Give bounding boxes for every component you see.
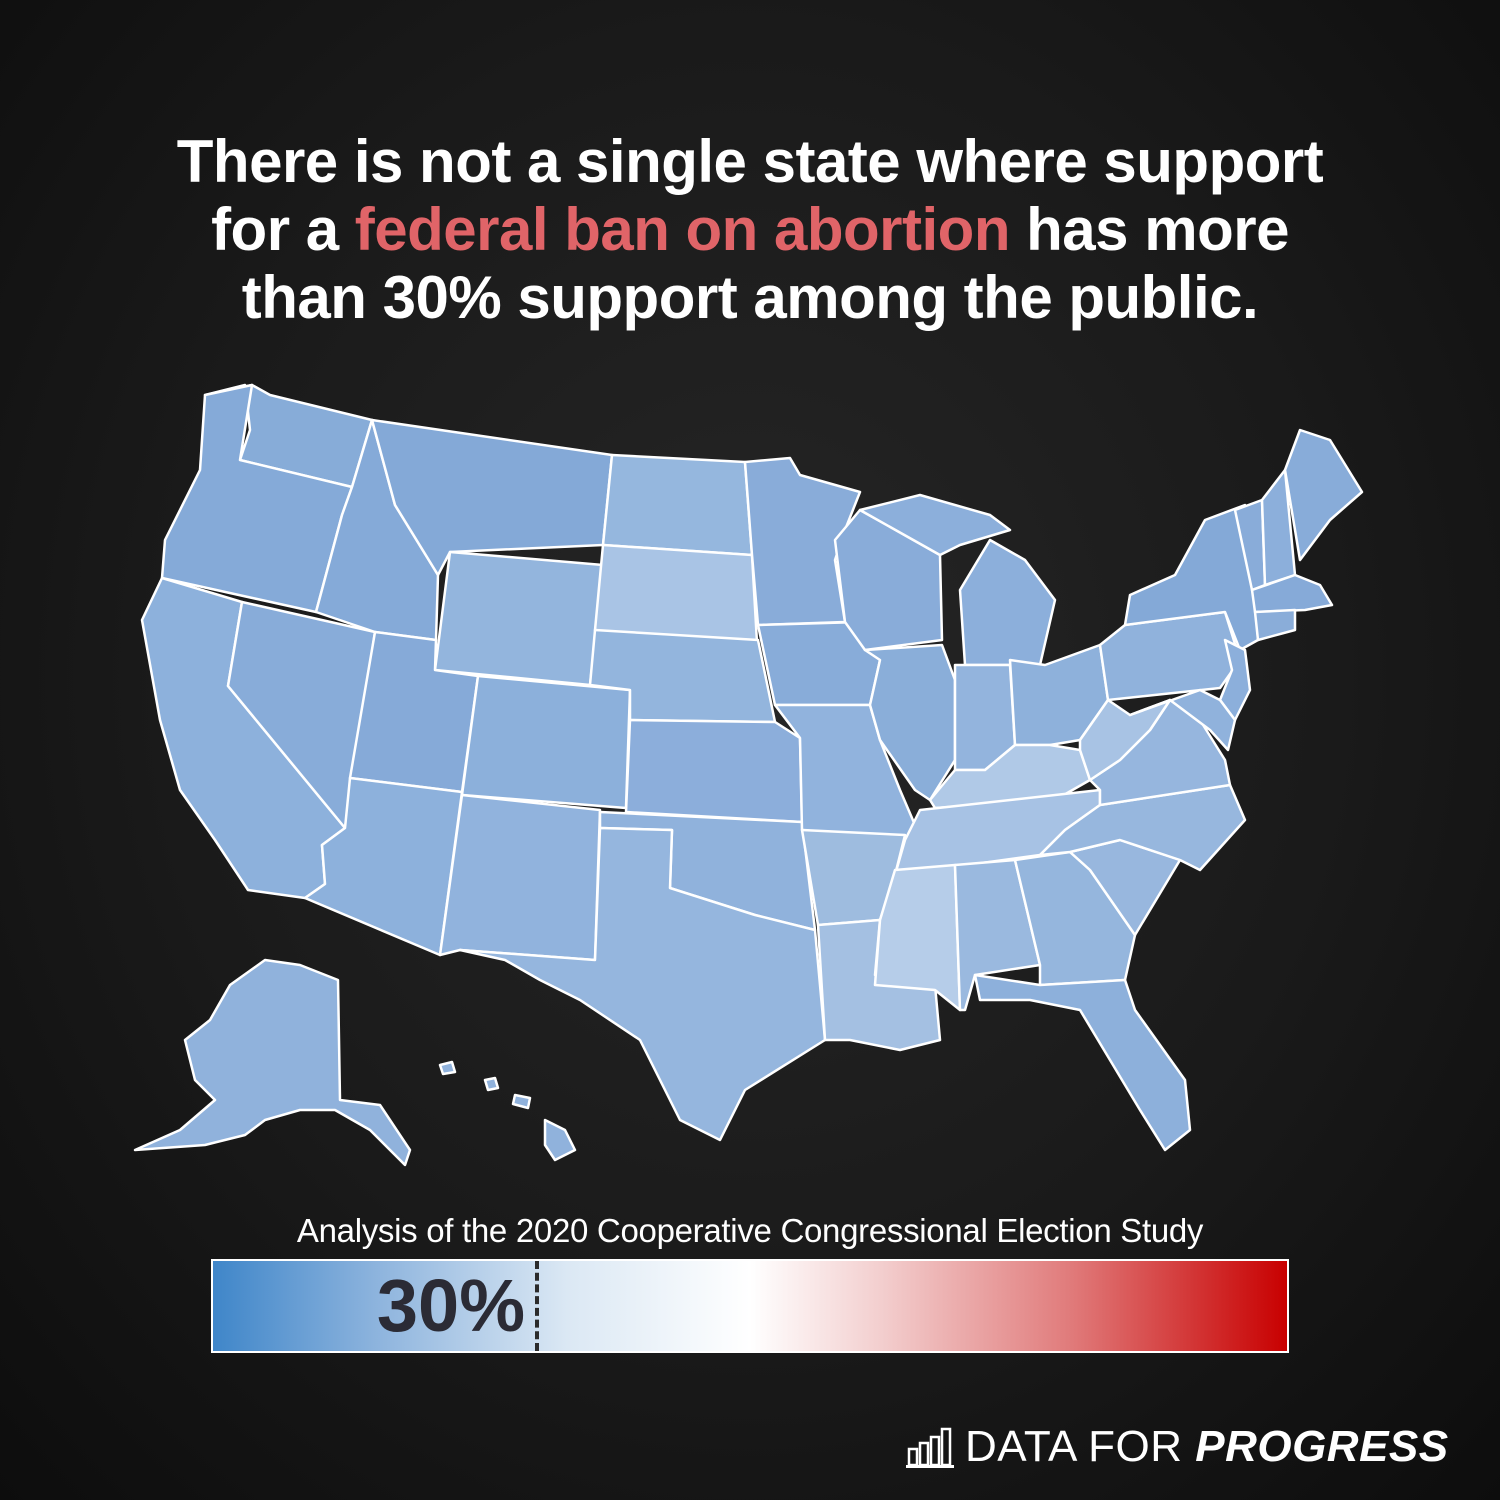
headline-line-3: than 30% support among the public. — [241, 264, 1259, 331]
headline-accent: federal ban on abortion — [354, 196, 1011, 263]
state-pennsylvania — [1098, 610, 1242, 702]
state-new-mexico — [438, 793, 602, 962]
state-wyoming — [433, 550, 605, 687]
state-alaska — [133, 958, 412, 1167]
state-connecticut — [1253, 608, 1297, 642]
source-caption: Analysis of the 2020 Cooperative Congres… — [296, 1212, 1204, 1249]
scale-marker-label: 30% — [376, 1264, 525, 1347]
state-hawaii — [543, 1118, 577, 1162]
state-colorado — [460, 674, 632, 810]
headline-line-2-post: has more — [1009, 196, 1289, 263]
brand-name: PROGRESS — [1195, 1422, 1449, 1471]
brand-text: DATA FOR PROGRESS — [965, 1422, 1449, 1472]
state-maine — [1283, 428, 1364, 562]
brand-logo: DATA FOR PROGRESS — [905, 1422, 1449, 1472]
headline-line-2: for a federal ban on abortion has more — [100, 196, 1400, 264]
headline-line-1: There is not a single state where suppor… — [176, 128, 1324, 195]
headline: There is not a single state where suppor… — [100, 128, 1400, 332]
scale-marker-dashed-line — [535, 1261, 539, 1351]
brand-prefix: DATA FOR — [965, 1422, 1196, 1471]
state-hawaii-islands — [438, 1060, 532, 1110]
state-michigan — [958, 538, 1057, 667]
state-kansas — [624, 718, 804, 824]
color-scale-legend: 30% — [211, 1259, 1289, 1353]
state-texas — [458, 826, 827, 1142]
bar-chart-icon — [906, 1427, 954, 1468]
headline-line-2-pre: for a — [211, 196, 355, 263]
state-north-carolina — [1038, 783, 1247, 872]
state-michigan-upper — [858, 493, 1012, 557]
state-maryland — [1128, 688, 1237, 752]
state-north-dakota — [601, 453, 754, 557]
state-west-virginia — [1078, 698, 1172, 782]
state-florida — [973, 973, 1192, 1152]
state-illinois — [863, 643, 957, 802]
